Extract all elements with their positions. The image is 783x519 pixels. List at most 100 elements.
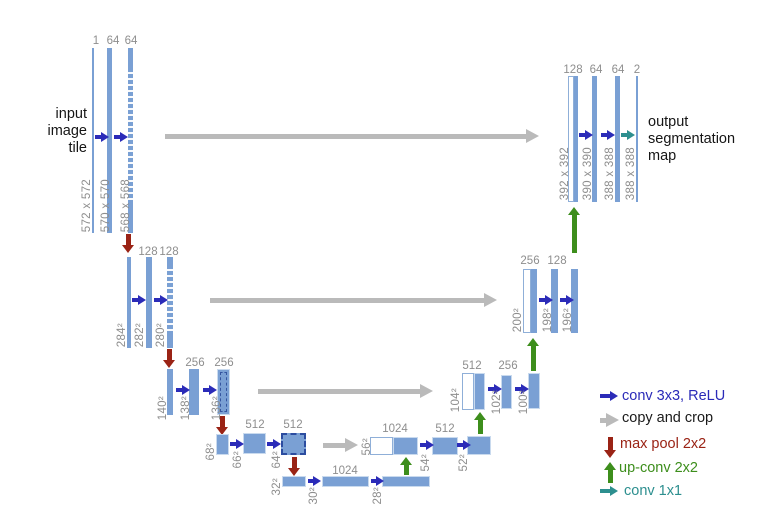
channel-label: 64 (124, 35, 138, 47)
conv-arrow-icon (154, 294, 168, 305)
conv-arrow-icon (114, 131, 128, 142)
channel-label: 64 (611, 64, 625, 76)
size-label: 54² (420, 454, 432, 472)
output-caption-line: map (648, 148, 677, 164)
maxpool-arrow-icon (163, 349, 175, 368)
legend-label-copycrop: copy and crop (622, 410, 714, 426)
channel-label: 512 (435, 423, 455, 435)
input-caption-line: input (55, 106, 87, 122)
channel-label: 256 (214, 357, 234, 369)
size-label: 30² (308, 487, 320, 505)
size-label: 32² (271, 478, 283, 496)
legend-maxpool-arrow-icon (604, 437, 616, 458)
size-label: 282² (134, 322, 146, 347)
size-label: 570 x 570 (100, 178, 112, 232)
size-label: 52² (458, 454, 470, 472)
channel-label: 256 (185, 357, 205, 369)
channel-label: 64 (106, 35, 120, 47)
conv1x1-arrow-icon (621, 129, 635, 140)
channel-label: 256 (498, 360, 518, 372)
upconv-arrow-icon (568, 207, 580, 253)
conv-arrow-icon (176, 384, 190, 395)
feature-bar (282, 476, 306, 487)
feature-bar (551, 269, 558, 333)
size-label: 572 x 572 (81, 178, 93, 232)
feature-bar (636, 76, 638, 202)
conv-arrow-icon (488, 383, 502, 394)
conv-arrow-icon (539, 294, 553, 305)
channel-label: 128 (547, 255, 567, 267)
input-caption-line: image (47, 123, 88, 139)
size-label: 64² (271, 451, 283, 469)
feature-bar (382, 476, 430, 487)
legend-label-upconv: up-conv 2x2 (619, 460, 698, 476)
feature-bar (146, 257, 152, 348)
upconv-arrow-icon (400, 457, 412, 475)
conv-arrow-icon (420, 439, 434, 450)
channel-label: 128 (563, 64, 583, 76)
feature-bar (615, 76, 620, 202)
feature-bar (574, 76, 578, 202)
channel-label: 512 (245, 419, 265, 431)
output-caption-line: segmentation (648, 131, 736, 147)
maxpool-arrow-icon (122, 234, 134, 253)
feature-bar (571, 269, 578, 333)
maxpool-arrow-icon (216, 416, 228, 435)
legend-label-conv1x1: conv 1x1 (624, 483, 683, 499)
channel-label: 128 (138, 246, 158, 258)
legend-conv1x1-arrow-icon (600, 485, 618, 496)
output-caption: output segmentation map (648, 114, 735, 165)
feature-bar (189, 369, 199, 415)
channel-label: 2 (633, 64, 641, 76)
upconv-arrow-icon (527, 338, 539, 371)
feature-bar (432, 437, 458, 455)
cropped-feature-bar (217, 369, 230, 415)
size-label: 138² (180, 395, 192, 420)
maxpool-arrow-icon (288, 457, 300, 476)
conv-arrow-icon (308, 475, 321, 486)
size-label: 388 x 388 (625, 146, 637, 200)
copied-feature-bar (523, 269, 531, 333)
copied-feature-bar (568, 76, 574, 202)
conv-arrow-icon (95, 131, 109, 142)
size-label: 102² (491, 389, 503, 414)
size-label: 66² (232, 451, 244, 469)
size-label: 100² (518, 389, 530, 414)
legend-conv-arrow-icon (600, 390, 618, 401)
copied-feature-bar (370, 437, 393, 455)
conv-arrow-icon (579, 129, 593, 140)
legend-copy-crop-arrow-icon (600, 413, 619, 427)
size-label: 284² (116, 322, 128, 347)
feature-bar (592, 76, 597, 202)
feature-bar (92, 48, 94, 233)
size-label: 68² (205, 443, 217, 461)
legend-label-maxpool: max pool 2x2 (620, 436, 707, 452)
channel-label: 1024 (382, 423, 408, 435)
copy-crop-arrow-icon (258, 384, 433, 398)
feature-bar (167, 369, 173, 415)
feature-bar (243, 433, 266, 454)
copy-crop-arrow-icon (165, 129, 539, 143)
conv-arrow-icon (230, 438, 244, 449)
channel-label: 1024 (332, 465, 358, 477)
conv-arrow-icon (371, 475, 384, 486)
feature-bar (107, 48, 112, 233)
size-label: 390 x 390 (582, 146, 594, 200)
conv-arrow-icon (132, 294, 146, 305)
feature-bar (127, 257, 131, 348)
feature-bar (393, 437, 418, 455)
channel-label: 512 (462, 360, 482, 372)
size-label: 392 x 392 (559, 146, 571, 200)
conv-arrow-icon (560, 294, 574, 305)
conv-arrow-icon (601, 129, 615, 140)
cropped-feature-bar (128, 48, 133, 233)
conv-arrow-icon (515, 383, 529, 394)
copy-crop-arrow-icon (323, 438, 358, 452)
size-label: 104² (450, 387, 462, 412)
size-label: 56² (361, 438, 373, 456)
input-caption-line: tile (68, 140, 87, 156)
size-label: 388 x 388 (604, 146, 616, 200)
channel-label: 256 (520, 255, 540, 267)
copy-crop-arrow-icon (210, 293, 497, 307)
